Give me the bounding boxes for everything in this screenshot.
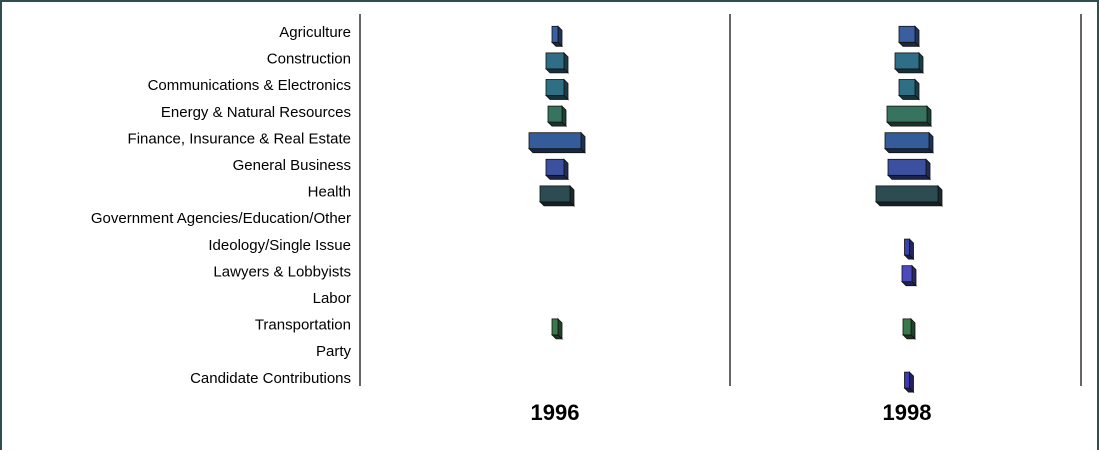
category-label: Government Agencies/Education/Other xyxy=(91,210,351,227)
category-label: Agriculture xyxy=(279,24,351,41)
year-label-1998: 1998 xyxy=(883,400,932,425)
bar-1996-3 xyxy=(547,105,567,128)
category-label: Ideology/Single Issue xyxy=(208,237,351,254)
bar-1996-5 xyxy=(545,158,569,181)
bar-1998-2 xyxy=(898,78,920,101)
bar-1998-9 xyxy=(901,264,917,287)
category-label: Transportation xyxy=(255,317,351,334)
bar-1998-8 xyxy=(903,238,915,261)
bar-1998-4 xyxy=(884,131,934,154)
category-label: Construction xyxy=(267,51,351,68)
bar-1998-1 xyxy=(894,51,924,74)
bar-1998-11 xyxy=(902,317,916,340)
category-label: Candidate Contributions xyxy=(190,370,351,387)
category-label: Labor xyxy=(313,290,351,307)
bar-1996-6 xyxy=(539,184,575,207)
bar-1996-11 xyxy=(551,317,563,340)
bar-1996-0 xyxy=(551,25,563,48)
bar-1998-6 xyxy=(875,184,943,207)
category-label: General Business xyxy=(233,157,351,174)
bar-1998-3 xyxy=(886,105,932,128)
bar-1996-1 xyxy=(545,51,569,74)
bar-1998-5 xyxy=(887,158,931,181)
category-label: Health xyxy=(308,184,351,201)
bar-1996-2 xyxy=(545,78,569,101)
category-label: Communications & Electronics xyxy=(148,77,351,94)
bar-1998-0 xyxy=(898,25,920,48)
category-label: Energy & Natural Resources xyxy=(161,104,351,121)
category-label: Lawyers & Lobbyists xyxy=(213,263,351,280)
bar-1996-4 xyxy=(528,131,586,154)
bar-1998-13 xyxy=(903,371,915,394)
year-label-1996: 1996 xyxy=(531,400,580,425)
category-label: Finance, Insurance & Real Estate xyxy=(128,130,351,147)
category-label: Party xyxy=(316,343,352,360)
